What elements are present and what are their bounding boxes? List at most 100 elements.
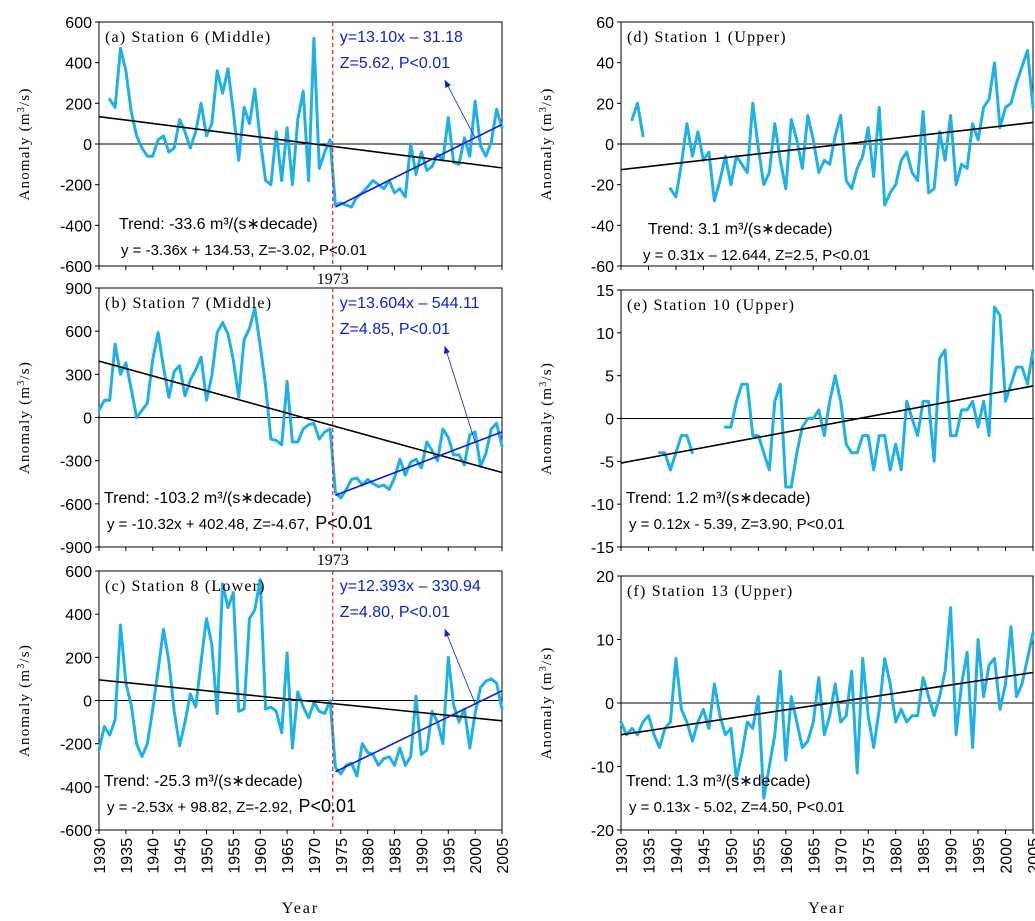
- y-tick-label: -20: [591, 178, 614, 195]
- y-axis-label: Anomaly (m3/s): [16, 87, 34, 200]
- change-point-label: 1973: [317, 271, 349, 288]
- series-line: [97, 578, 504, 778]
- y-tick-label: 0: [605, 412, 614, 429]
- trend-line: [620, 671, 1034, 736]
- y-tick-label: 900: [65, 281, 92, 298]
- x-tick-label: 1945: [173, 838, 190, 874]
- y-tick-label: 0: [605, 696, 614, 713]
- y-tick-label: 0: [83, 137, 92, 154]
- pointer-arrowhead: [444, 80, 451, 88]
- x-tick-label: 1950: [199, 838, 216, 874]
- series-line: [97, 306, 504, 500]
- trend-label: Trend: -103.2 m³/(s∗decade): [104, 490, 312, 507]
- post-trend-significance: Z=5.62, P<0.01: [340, 55, 450, 72]
- trend-label: Trend: 1.2 m³/(s∗decade): [626, 490, 810, 507]
- panel-e: [617, 289, 1035, 551]
- x-axis-label: Year: [808, 900, 845, 917]
- y-tick-label: -20: [591, 823, 614, 840]
- y-tick-label: -10: [591, 760, 614, 777]
- y-tick-label: 15: [596, 283, 614, 300]
- trend-equation: y = 0.31x – 12.644, Z=2.5, P<0.01: [643, 247, 870, 264]
- pointer-arrowhead: [444, 629, 451, 637]
- post-trend-equation: y=13.10x – 31.18: [340, 29, 463, 46]
- y-axis-label: Anomaly (m3/s): [538, 87, 556, 200]
- post-trend-line: [335, 123, 503, 208]
- panel-c: [95, 570, 504, 834]
- x-tick-label: 1955: [751, 838, 768, 874]
- trend-equation: y = -2.53x + 98.82, Z=-2.92,: [107, 799, 293, 816]
- x-tick-label: 1985: [916, 838, 933, 874]
- x-tick-label: 1960: [253, 838, 270, 874]
- y-tick-label: 200: [65, 96, 92, 113]
- y-tick-label: -400: [60, 780, 92, 797]
- y-tick-label: 0: [605, 137, 614, 154]
- y-tick-label: -200: [60, 178, 92, 195]
- y-tick-label: 20: [596, 96, 614, 113]
- y-tick-label: 600: [65, 15, 92, 32]
- x-tick-label: 1980: [361, 838, 378, 874]
- y-tick-label: -10: [591, 497, 614, 514]
- y-tick-label: -60: [591, 259, 614, 276]
- y-tick-label: -600: [60, 823, 92, 840]
- x-tick-label: 1930: [92, 838, 109, 874]
- pointer-arrow: [444, 628, 476, 704]
- pointer-arrow: [444, 79, 476, 138]
- y-tick-label: 10: [596, 326, 614, 343]
- x-axis-label: Year: [282, 900, 319, 917]
- x-tick-label: 1990: [414, 838, 431, 874]
- post-trend-equation: y=13.604x – 544.11: [340, 295, 480, 312]
- x-tick-label: 1960: [779, 838, 796, 874]
- y-tick-label: 5: [605, 369, 614, 386]
- y-axis-label: Anomaly (m3/s): [538, 646, 556, 759]
- y-tick-label: 60: [596, 15, 614, 32]
- trend-equation: y = -3.36x + 134.53, Z=-3.02, P<0.01: [121, 242, 367, 259]
- trend-label: Trend: -33.6 m³/(s∗decade): [119, 216, 318, 233]
- x-tick-label: 1995: [441, 838, 458, 874]
- y-tick-label: 300: [65, 367, 92, 384]
- post-trend-significance: Z=4.80, P<0.01: [340, 604, 450, 621]
- y-tick-label: 600: [65, 324, 92, 341]
- trend-line: [620, 385, 1034, 464]
- panel-label: (d) Station 1 (Upper): [627, 29, 787, 46]
- pointer-arrowhead: [444, 346, 450, 354]
- y-tick-label: 600: [65, 564, 92, 581]
- panel-d: [617, 21, 1035, 270]
- post-trend-line: [335, 431, 503, 496]
- x-tick-label: 1955: [226, 838, 243, 874]
- x-tick-label: 1995: [971, 838, 988, 874]
- x-tick-label: 1970: [307, 838, 324, 874]
- x-tick-label: 1975: [861, 838, 878, 874]
- y-tick-label: -200: [60, 737, 92, 754]
- x-tick-label: 1940: [146, 838, 163, 874]
- y-tick-label: 20: [596, 569, 614, 586]
- trend-equation: y = -10.32x + 402.48, Z=-4.67,: [107, 516, 309, 533]
- x-tick-label: 1965: [280, 838, 297, 874]
- y-tick-label: 10: [596, 633, 614, 650]
- y-tick-label: -300: [60, 454, 92, 471]
- x-tick-label: 1990: [944, 838, 961, 874]
- x-tick-label: 1935: [119, 838, 136, 874]
- y-tick-label: -600: [60, 497, 92, 514]
- trend-line: [98, 360, 503, 474]
- y-tick-label: 0: [83, 694, 92, 711]
- y-tick-label: 0: [83, 411, 92, 428]
- post-trend-significance: Z=4.85, P<0.01: [340, 321, 450, 338]
- trend-p-value: P<0.01: [315, 513, 373, 533]
- post-trend-line: [335, 690, 503, 773]
- x-tick-label: 1980: [889, 838, 906, 874]
- x-tick-label: 1940: [669, 838, 686, 874]
- panel-label: (b) Station 7 (Middle): [105, 295, 272, 312]
- x-tick-label: 1970: [834, 838, 851, 874]
- x-tick-label: 1975: [334, 838, 351, 874]
- y-tick-label: 400: [65, 607, 92, 624]
- change-point-label: 1973: [317, 552, 349, 569]
- panel-label: (e) Station 10 (Upper): [627, 297, 795, 314]
- y-tick-label: -5: [600, 454, 614, 471]
- trend-p-value: P<0.01: [299, 796, 357, 816]
- x-tick-label: 1950: [724, 838, 741, 874]
- trend-equation: y = 0.12x - 5.39, Z=3.90, P<0.01: [629, 516, 845, 533]
- panel-a: [95, 21, 504, 270]
- x-tick-label: 1935: [641, 838, 658, 874]
- trend-label: Trend: 3.1 m³/(s∗decade): [648, 221, 832, 238]
